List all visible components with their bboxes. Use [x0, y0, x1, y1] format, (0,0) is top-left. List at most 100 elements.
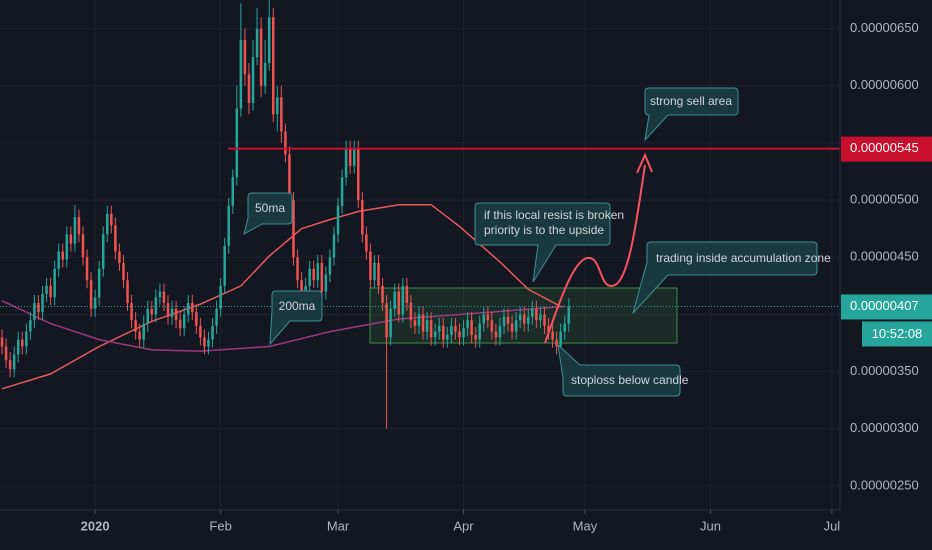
candle-body [142, 323, 145, 340]
candle-body [37, 303, 40, 313]
candle-body [344, 148, 348, 178]
candle-body [292, 200, 295, 258]
y-tick-label: 0.00000250 [850, 477, 919, 492]
candle-body [126, 280, 129, 304]
candle-body [57, 251, 60, 269]
x-tick-label: Mar [327, 518, 350, 533]
candle-body [211, 325, 214, 340]
candle-body [385, 303, 388, 338]
annotation: priority is to the upside [484, 223, 604, 237]
price-axis [840, 0, 932, 550]
candle-body [130, 303, 133, 321]
candle-body [4, 346, 8, 361]
candle-body [118, 251, 121, 264]
candle-body [433, 331, 437, 338]
candle-body [16, 339, 20, 355]
candle-body [312, 268, 315, 281]
candle-body [425, 320, 429, 332]
countdown: 10:52:08 [872, 326, 923, 341]
callout [474, 202, 611, 283]
candle-body [437, 325, 441, 332]
candle-body [122, 263, 125, 281]
candle-body [308, 268, 311, 286]
price-label: 0.00000545 [850, 140, 919, 155]
candle-body [263, 62, 267, 86]
candle-body [288, 154, 291, 201]
annotation: if this local resist is broken [484, 208, 624, 222]
candle-body [332, 234, 336, 258]
candle-body [69, 234, 73, 244]
candle-body [466, 320, 469, 329]
candle-body [73, 217, 77, 244]
price-label-box [841, 136, 932, 162]
candle-body [239, 40, 243, 109]
candle-body [114, 225, 117, 252]
candle-body [81, 234, 85, 258]
candle-body [49, 285, 52, 298]
candle-body [110, 213, 113, 226]
x-tick-label: Feb [209, 518, 231, 533]
candle-body [563, 323, 566, 332]
candle-body [559, 331, 562, 347]
candle-body [357, 148, 360, 201]
candle-body [462, 328, 465, 338]
candle-body [458, 331, 461, 338]
candle-body [555, 339, 558, 347]
candle-body [101, 234, 105, 269]
candle-body [429, 320, 433, 338]
candle-body [219, 285, 222, 309]
candle-body [490, 320, 494, 332]
candle-body [514, 320, 518, 332]
candle-body [527, 316, 530, 324]
candle-body [174, 308, 178, 321]
candle-body [551, 331, 554, 340]
candle-body [300, 280, 303, 298]
candle-body [409, 303, 413, 321]
annotation: strong sell area [650, 94, 732, 108]
candle-body [502, 316, 506, 326]
candle-body [413, 320, 417, 326]
moving-average [1, 300, 565, 352]
candle-body [547, 325, 550, 332]
candle-body [106, 213, 109, 235]
projection-arrow [544, 164, 646, 344]
candle-body [12, 354, 16, 370]
candle-body [296, 257, 299, 281]
candle-body [498, 325, 502, 338]
candle-body [255, 28, 259, 58]
candle-body [199, 325, 202, 338]
candle-body [231, 177, 235, 206]
arrow-head [636, 152, 653, 174]
candle-body [494, 331, 498, 338]
candle-body [182, 314, 186, 329]
annotation: stoploss below candle [571, 373, 689, 387]
candle-body [271, 17, 275, 115]
candle-body [235, 108, 239, 178]
candle-body [215, 308, 218, 326]
callout [644, 87, 739, 142]
candle-body [539, 314, 542, 321]
candle-body [446, 335, 449, 340]
candle-body [186, 303, 190, 315]
candle-body [97, 268, 101, 298]
candle-body [478, 323, 481, 340]
callout [269, 290, 323, 346]
candle-body [348, 148, 352, 166]
candle-body [146, 308, 150, 324]
candle-body [29, 320, 32, 332]
price-label: 0.00000407 [850, 298, 919, 313]
candle-body [85, 257, 89, 281]
candle-body [223, 245, 226, 286]
candle-body [138, 331, 141, 340]
annotation: trading inside accumulation zone [656, 251, 831, 265]
axes: 0.000002500.000003000.000003500.00000400… [81, 20, 932, 533]
candle-body [243, 40, 247, 75]
candle-body [369, 251, 372, 281]
candle-body [405, 285, 409, 304]
candle-body [0, 337, 4, 347]
candle-body [41, 293, 44, 313]
y-tick-label: 0.00000500 [850, 192, 919, 207]
candle-body [482, 314, 486, 324]
candle-body [454, 325, 457, 332]
